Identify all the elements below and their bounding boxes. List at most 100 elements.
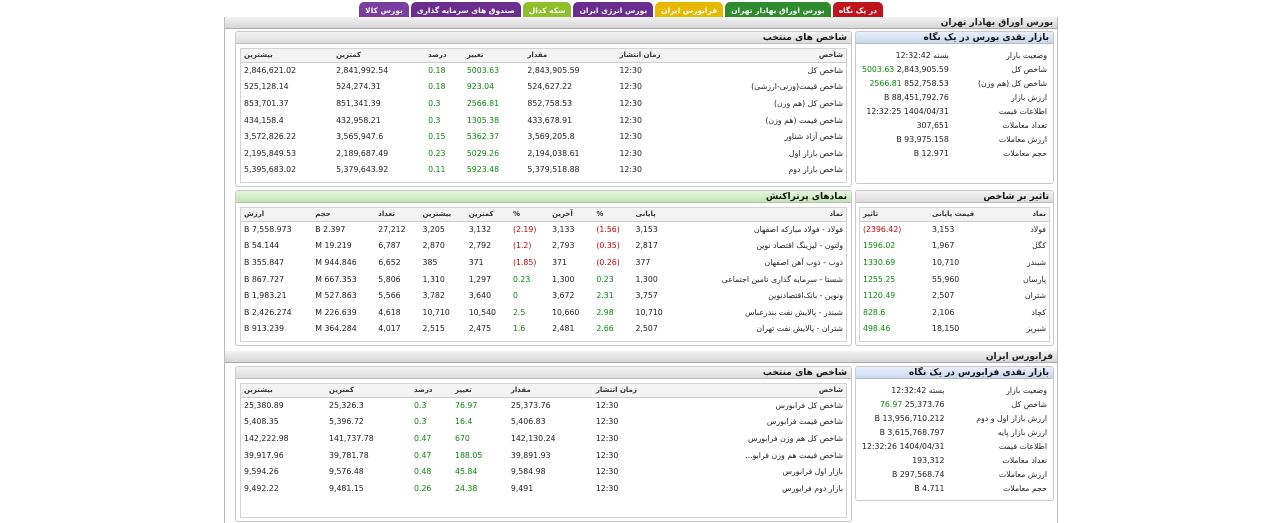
table-cell[interactable]: شاخص قیمت هم وزن فرابو... bbox=[745, 450, 843, 460]
table-cell[interactable]: شاخص قیمت فرابورس bbox=[766, 417, 843, 427]
column-header[interactable]: بیشترین bbox=[241, 384, 327, 398]
table-row[interactable]: شاخص کل هم وزن فرابورس 12:30 142,130.24 670… bbox=[241, 430, 846, 447]
column-header[interactable]: زمان انتشار bbox=[592, 384, 672, 398]
tab-1[interactable]: بورس اوراق بهادار تهران bbox=[725, 2, 831, 19]
table-row[interactable]: ونوین - بانک‌اقتصادنوین 3,757 2.31 3,672 0 3,… bbox=[241, 287, 846, 304]
column-header[interactable]: قیمت پایانی bbox=[928, 208, 1004, 222]
column-header[interactable]: نماد bbox=[676, 208, 846, 222]
column-header[interactable]: بیشترین bbox=[241, 49, 334, 63]
table-cell[interactable]: شبندر bbox=[1026, 257, 1046, 267]
table-row[interactable]: پارسان 55,960 1255.25 bbox=[860, 271, 1049, 288]
column-header[interactable]: تعداد bbox=[375, 208, 420, 222]
table-row[interactable]: شاخص آزاد شناور 12:30 3,569,205.8 5362.37 0.… bbox=[241, 128, 846, 145]
table-cell[interactable]: بازار دوم فرابورس bbox=[782, 483, 843, 493]
table-row[interactable]: شبریز 18,150 498.46 bbox=[860, 321, 1049, 338]
column-header[interactable]: درصد bbox=[425, 49, 464, 63]
column-header[interactable]: بیشترین bbox=[419, 208, 466, 222]
table-cell[interactable]: شاخص بازار اول bbox=[788, 148, 843, 158]
table-row[interactable]: شاخص قیمت هم وزن فرابو... 12:30 39,891.93 1… bbox=[241, 447, 846, 464]
table-cell[interactable]: بازار اول فرابورس bbox=[782, 467, 843, 477]
table-row[interactable]: بازار دوم فرابورس 12:30 9,491 24.38 0.26 9,48… bbox=[241, 480, 846, 497]
column-header[interactable]: زمان انتشار bbox=[616, 49, 692, 63]
table-cell[interactable]: شتران bbox=[1024, 291, 1046, 301]
table-cell: 4,618 bbox=[378, 307, 401, 317]
table-cell[interactable]: شاخص قیمت (هم وزن) bbox=[765, 115, 843, 125]
table-cell: 2.31 bbox=[596, 291, 614, 301]
table-row[interactable]: ذوب - ذوب آهن اصفهان 377 (0.26) 371 (1.85) 37… bbox=[241, 254, 846, 271]
table-cell[interactable]: ونوین - بانک‌اقتصادنوین bbox=[768, 291, 843, 301]
table-row[interactable]: شاخص بازار اول 12:30 2,194,038.61 5029.26 0.… bbox=[241, 145, 846, 162]
table-cell[interactable]: فولاد bbox=[1030, 225, 1046, 235]
table-row[interactable]: شاخص قیمت(وزنی-ارزشی) 12:30 524,627.22 923.… bbox=[241, 79, 846, 96]
table-cell[interactable]: شاخص آزاد شناور bbox=[784, 132, 843, 142]
table-cell: 39,781.78 bbox=[329, 450, 369, 460]
table-row[interactable]: کچاد 2,106 828.6 bbox=[860, 304, 1049, 321]
column-header[interactable]: درصد bbox=[411, 384, 452, 398]
table-row[interactable]: شتران 2,507 1120.49 bbox=[860, 287, 1049, 304]
table-row[interactable]: شاخص بازار دوم 12:30 5,379,518.88 5923.48 0.… bbox=[241, 162, 846, 179]
table-cell: 10,710 bbox=[931, 257, 960, 267]
table-row[interactable]: بازار اول فرابورس 12:30 9,584.98 45.84 0.48 9… bbox=[241, 463, 846, 480]
column-header[interactable]: شاخص bbox=[671, 384, 846, 398]
column-header[interactable]: مقدار bbox=[524, 49, 617, 63]
tab-3[interactable]: بورس انرژی ایران bbox=[573, 2, 654, 19]
table-row[interactable]: شاخص کل 12:30 2,843,905.59 5003.63 0.18 2,841… bbox=[241, 62, 846, 79]
tab-5[interactable]: صندوق های سرمایه گذاری bbox=[410, 2, 521, 19]
column-header[interactable]: آخرین bbox=[549, 208, 594, 222]
column-header[interactable]: % bbox=[593, 208, 633, 222]
column-header[interactable]: شاخص bbox=[691, 49, 846, 63]
main-content: بورس اوراق بهادار تهران شاخص های منتخب ش… bbox=[224, 17, 1058, 523]
table-cell[interactable]: کچاد bbox=[1031, 307, 1046, 317]
column-header[interactable]: کمترین bbox=[465, 208, 510, 222]
column-header[interactable]: نماد bbox=[1003, 208, 1049, 222]
column-header[interactable]: تاثیر bbox=[860, 208, 929, 222]
table-cell[interactable]: شاخص بازار دوم bbox=[788, 165, 843, 175]
table-row[interactable]: فولاد - فولاد مبارکه اصفهان 3,153 (1.56) 3,… bbox=[241, 221, 846, 238]
table-row[interactable]: شستا - سرمایه گذاری تامین اجتماعی 1,300 0.… bbox=[241, 271, 846, 288]
column-header[interactable]: مقدار bbox=[507, 384, 593, 398]
table-cell[interactable]: پارسان bbox=[1023, 274, 1046, 284]
table-cell[interactable]: شتران - پالایش نفت تهران bbox=[756, 324, 843, 334]
column-header[interactable]: پایانی bbox=[632, 208, 677, 222]
table-cell[interactable]: شاخص کل فرابورس bbox=[775, 401, 843, 411]
summary-value-text: بسته 12:32:42 bbox=[895, 50, 949, 60]
table-cell[interactable]: شستا - سرمایه گذاری تامین اجتماعی bbox=[721, 274, 843, 284]
table-cell[interactable]: کگل bbox=[1032, 241, 1046, 251]
table-cell: 0.15 bbox=[428, 132, 446, 142]
table-cell[interactable]: شاخص کل bbox=[807, 66, 843, 76]
table-cell[interactable]: شاخص قیمت(وزنی-ارزشی) bbox=[751, 82, 843, 92]
table-cell: 2,106 bbox=[931, 307, 955, 317]
table-cell[interactable]: فولاد - فولاد مبارکه اصفهان bbox=[753, 225, 843, 235]
column-header[interactable]: تغییر bbox=[463, 49, 525, 63]
tab-4[interactable]: سکه کدال bbox=[522, 2, 572, 19]
table-row[interactable]: شتران - پالایش نفت تهران 2,507 2.66 2,481 1.… bbox=[241, 321, 846, 338]
table-row[interactable]: ولتون - لیزینگ اقتصاد نوین 2,817 (0.35) 2,7… bbox=[241, 238, 846, 255]
table-row[interactable]: شبندر 10,710 1330.69 bbox=[860, 254, 1049, 271]
table-cell[interactable]: ذوب - ذوب آهن اصفهان bbox=[764, 257, 843, 267]
table-cell[interactable]: شاخص کل (هم وزن) bbox=[774, 98, 843, 108]
column-header[interactable]: حجم bbox=[312, 208, 376, 222]
table-row[interactable]: شبندر - پالایش نفت بندرعباس 10,710 2.98 10,… bbox=[241, 304, 846, 321]
column-header[interactable]: تغییر bbox=[452, 384, 508, 398]
table-row[interactable]: کگل 1,967 1596.02 bbox=[860, 238, 1049, 255]
table-row[interactable]: فولاد 3,153 (2396.42) bbox=[860, 221, 1049, 238]
table-row[interactable]: شاخص قیمت فرابورس 12:30 5,406.83 16.4 0.3 5,3… bbox=[241, 414, 846, 431]
table-cell[interactable]: شبریز bbox=[1026, 324, 1046, 334]
table-cell: 142,130.24 bbox=[510, 433, 556, 443]
column-header[interactable]: % bbox=[509, 208, 550, 222]
table-row[interactable]: شاخص کل (هم وزن) 12:30 852,758.53 2566.81 0.… bbox=[241, 95, 846, 112]
table-row[interactable]: شاخص کل فرابورس 12:30 25,373.76 76.97 0.3 25,… bbox=[241, 397, 846, 414]
table-cell: 851,341.39 bbox=[336, 98, 381, 108]
column-header[interactable]: کمترین bbox=[333, 49, 426, 63]
column-header[interactable]: کمترین bbox=[326, 384, 412, 398]
summary-value: 13,956,710.212 B bbox=[859, 411, 947, 425]
column-header[interactable]: ارزش bbox=[241, 208, 313, 222]
table-cell[interactable]: شاخص کل هم وزن فرابورس bbox=[747, 433, 843, 443]
index-impact-panel: تاثیر بر شاخص نماد قیمت پایانی تاثیر فولاد… bbox=[855, 190, 1054, 346]
table-cell[interactable]: ولتون - لیزینگ اقتصاد نوین bbox=[756, 241, 843, 251]
tab-2[interactable]: فرابورس ایران bbox=[655, 2, 724, 19]
tab-6[interactable]: بورس کالا bbox=[359, 2, 409, 19]
tab-0[interactable]: در یک نگاه bbox=[832, 2, 883, 19]
table-row[interactable]: شاخص قیمت (هم وزن) 12:30 433,678.91 1305.38… bbox=[241, 112, 846, 129]
table-cell[interactable]: شبندر - پالایش نفت بندرعباس bbox=[745, 307, 843, 317]
